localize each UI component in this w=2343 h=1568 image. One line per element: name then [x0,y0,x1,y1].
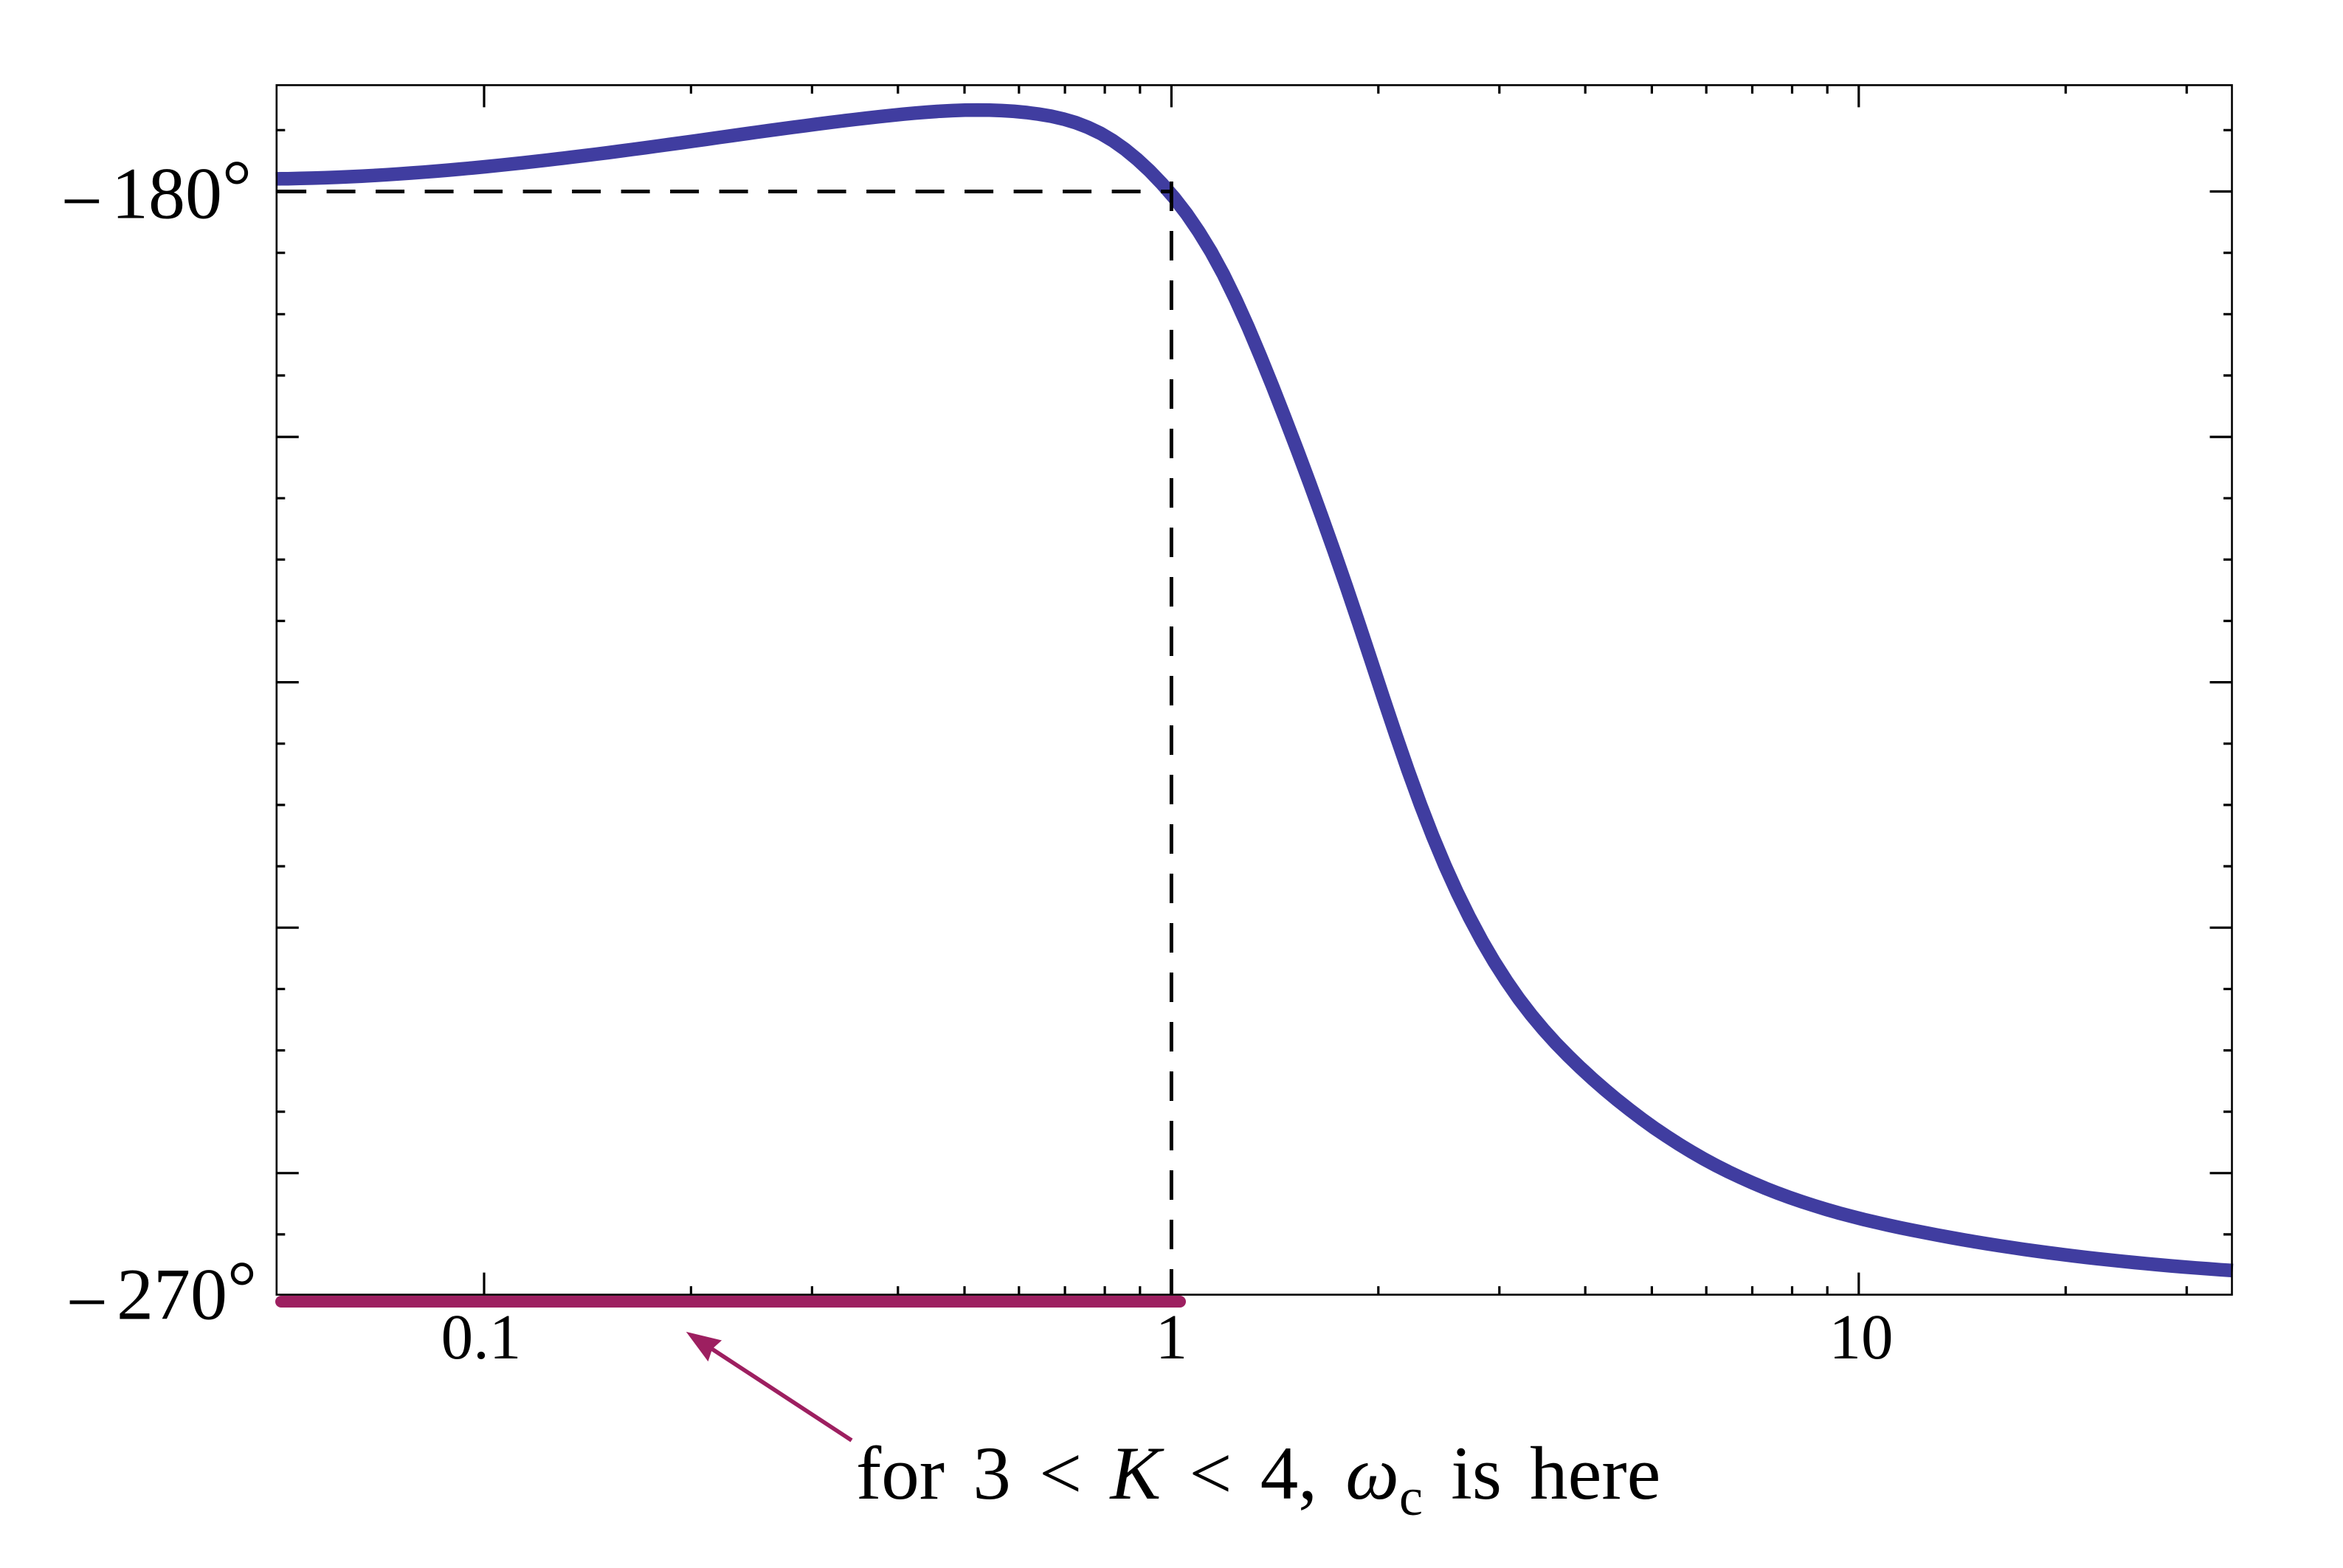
svg-text:−180°: −180° [61,145,252,243]
svg-text:10: 10 [1829,1301,1894,1372]
svg-text:−270°: −270° [66,1246,257,1344]
svg-text:0.1: 0.1 [441,1301,522,1372]
svg-text:for 3 < K < 4, ωc is here: for 3 < K < 4, ωc is here [856,1431,1660,1527]
svg-text:1: 1 [1156,1301,1188,1372]
